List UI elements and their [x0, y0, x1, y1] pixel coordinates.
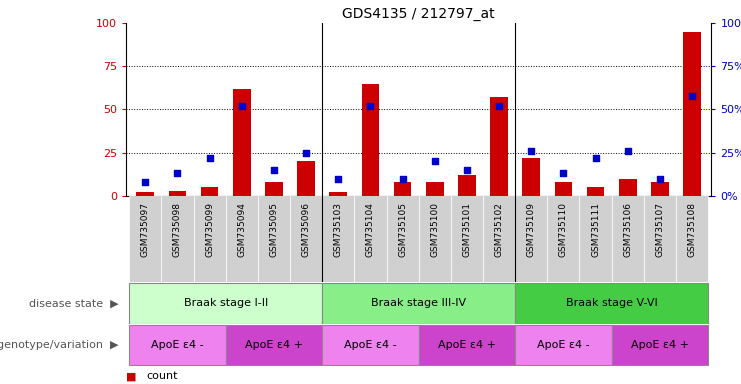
- Bar: [233, 89, 250, 196]
- Bar: [129, 196, 162, 282]
- Text: GSM735107: GSM735107: [655, 202, 665, 257]
- Bar: [265, 182, 283, 196]
- Bar: [458, 175, 476, 196]
- Point: [525, 148, 537, 154]
- Title: GDS4135 / 212797_at: GDS4135 / 212797_at: [342, 7, 495, 21]
- Point: [332, 175, 344, 182]
- Bar: [129, 325, 226, 365]
- Point: [494, 103, 505, 109]
- Bar: [426, 182, 444, 196]
- Bar: [419, 196, 451, 282]
- Text: ApoE ε4 -: ApoE ε4 -: [151, 340, 204, 350]
- Bar: [226, 325, 322, 365]
- Bar: [515, 325, 611, 365]
- Bar: [362, 84, 379, 196]
- Bar: [290, 196, 322, 282]
- Bar: [611, 325, 708, 365]
- Bar: [201, 187, 219, 196]
- Bar: [129, 283, 322, 324]
- Text: GSM735103: GSM735103: [333, 202, 343, 257]
- Point: [686, 93, 698, 99]
- Text: ApoE ε4 +: ApoE ε4 +: [245, 340, 303, 350]
- Point: [654, 175, 666, 182]
- Bar: [162, 196, 193, 282]
- Bar: [548, 196, 579, 282]
- Text: Braak stage V-VI: Braak stage V-VI: [566, 298, 657, 308]
- Bar: [419, 325, 515, 365]
- Text: GSM735097: GSM735097: [141, 202, 150, 257]
- Point: [429, 158, 441, 164]
- Text: ApoE ε4 +: ApoE ε4 +: [438, 340, 496, 350]
- Text: GSM735105: GSM735105: [398, 202, 407, 257]
- Bar: [579, 196, 611, 282]
- Bar: [169, 191, 186, 196]
- Text: Braak stage III-IV: Braak stage III-IV: [371, 298, 466, 308]
- Point: [171, 170, 183, 177]
- Bar: [491, 98, 508, 196]
- Text: count: count: [147, 371, 179, 381]
- Bar: [226, 196, 258, 282]
- Bar: [515, 283, 708, 324]
- Text: ApoE ε4 -: ApoE ε4 -: [537, 340, 590, 350]
- Point: [622, 148, 634, 154]
- Text: ■: ■: [126, 371, 136, 381]
- Bar: [619, 179, 637, 196]
- Point: [139, 179, 151, 185]
- Point: [557, 170, 569, 177]
- Text: GSM735111: GSM735111: [591, 202, 600, 257]
- Bar: [258, 196, 290, 282]
- Text: GSM735102: GSM735102: [494, 202, 504, 257]
- Bar: [354, 196, 387, 282]
- Bar: [393, 182, 411, 196]
- Bar: [554, 182, 572, 196]
- Bar: [330, 192, 347, 196]
- Text: genotype/variation  ▶: genotype/variation ▶: [0, 340, 119, 350]
- Bar: [387, 196, 419, 282]
- Point: [365, 103, 376, 109]
- Point: [300, 150, 312, 156]
- Text: Braak stage I-II: Braak stage I-II: [184, 298, 268, 308]
- Text: GSM735106: GSM735106: [623, 202, 632, 257]
- Bar: [322, 325, 419, 365]
- Point: [461, 167, 473, 173]
- Text: GSM735109: GSM735109: [527, 202, 536, 257]
- Text: GSM735096: GSM735096: [302, 202, 310, 257]
- Text: GSM735099: GSM735099: [205, 202, 214, 257]
- Point: [396, 175, 408, 182]
- Text: GSM735104: GSM735104: [366, 202, 375, 257]
- Point: [268, 167, 280, 173]
- Bar: [483, 196, 515, 282]
- Bar: [651, 182, 668, 196]
- Bar: [515, 196, 548, 282]
- Text: GSM735095: GSM735095: [270, 202, 279, 257]
- Bar: [322, 283, 515, 324]
- Text: ApoE ε4 +: ApoE ε4 +: [631, 340, 689, 350]
- Bar: [193, 196, 226, 282]
- Bar: [322, 196, 354, 282]
- Bar: [587, 187, 605, 196]
- Bar: [683, 32, 701, 196]
- Text: disease state  ▶: disease state ▶: [29, 298, 119, 308]
- Text: GSM735108: GSM735108: [688, 202, 697, 257]
- Bar: [451, 196, 483, 282]
- Point: [204, 155, 216, 161]
- Bar: [522, 158, 540, 196]
- Text: GSM735094: GSM735094: [237, 202, 246, 257]
- Text: ApoE ε4 -: ApoE ε4 -: [344, 340, 396, 350]
- Bar: [676, 196, 708, 282]
- Point: [236, 103, 247, 109]
- Bar: [136, 192, 154, 196]
- Point: [590, 155, 602, 161]
- Text: GSM735098: GSM735098: [173, 202, 182, 257]
- Bar: [611, 196, 644, 282]
- Bar: [297, 161, 315, 196]
- Bar: [644, 196, 676, 282]
- Text: GSM735110: GSM735110: [559, 202, 568, 257]
- Text: GSM735100: GSM735100: [431, 202, 439, 257]
- Text: GSM735101: GSM735101: [462, 202, 471, 257]
